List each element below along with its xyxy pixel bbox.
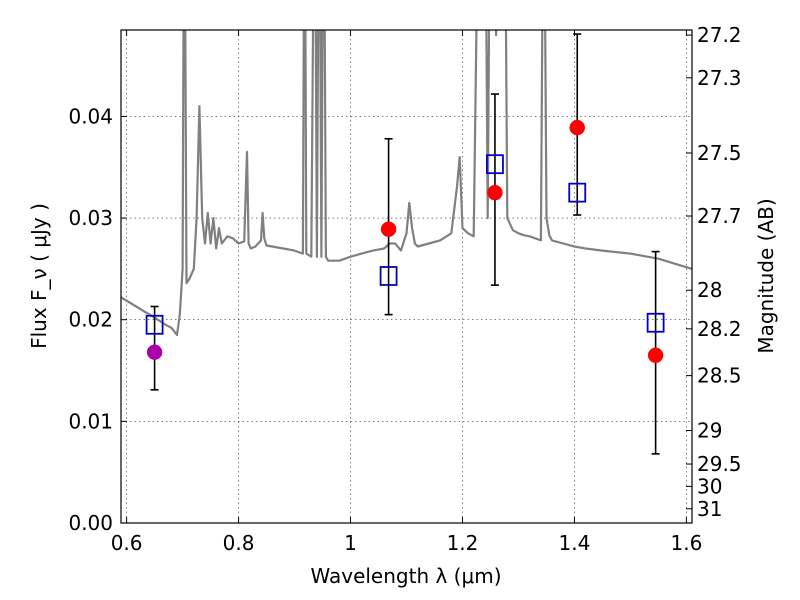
x-tick-label: 1.6 [670,531,702,555]
x-tick-label: 0.6 [111,531,143,555]
observed-circle-point [146,344,163,360]
model-square-point [486,154,504,175]
plot-frame [120,29,693,524]
model-square-point [379,266,398,286]
y2-tick-label: 27.7 [697,204,742,228]
y2-tick-label: 28.5 [697,364,742,388]
model-square-point [568,182,587,203]
x-tick-label: 1.2 [447,531,479,555]
model-square-point [646,312,665,333]
y-tick-label: 0.03 [68,206,113,230]
y2-tick-label: 30 [697,474,722,498]
y-tick-label: 0.00 [68,511,113,535]
y-tick-label: 0.02 [68,308,113,332]
observed-circle-point [647,347,664,364]
observed-circle-point [569,119,585,136]
y2-tick-label: 27.2 [697,23,742,47]
y2-tick-label: 27.5 [697,141,742,165]
y-axis-label: Flux F_ν ( μJy ) [27,203,51,349]
x-tick-label: 0.8 [223,531,255,555]
x-axis-label: Wavelength λ (μm) [310,564,501,588]
observed-circle-point [380,221,397,237]
model-square-point [145,314,164,335]
axes: 0.6 0.8 1 1.2 1.4 1.6 0.00 0.01 0.02 0.03 0.04 27.2… [68,23,741,555]
y-tick-label: 0.04 [68,104,113,128]
y2-tick-label: 28 [697,278,722,302]
y2-tick-label: 31 [697,497,722,521]
spectrum-line [121,30,692,336]
y2-tick-label: 29.5 [697,452,742,476]
observed-circle-point [487,184,503,201]
x-tick-label: 1.4 [559,531,591,555]
y2-tick-label: 29 [697,418,722,442]
y2-axis-label: Magnitude (AB) [754,198,778,353]
y2-tick-label: 27.3 [697,66,742,90]
plot-background [121,30,692,523]
y2-tick-label: 28.2 [697,317,742,341]
data-layer [121,30,692,455]
x-tick-label: 1 [344,531,357,555]
y-tick-label: 0.01 [68,409,113,433]
